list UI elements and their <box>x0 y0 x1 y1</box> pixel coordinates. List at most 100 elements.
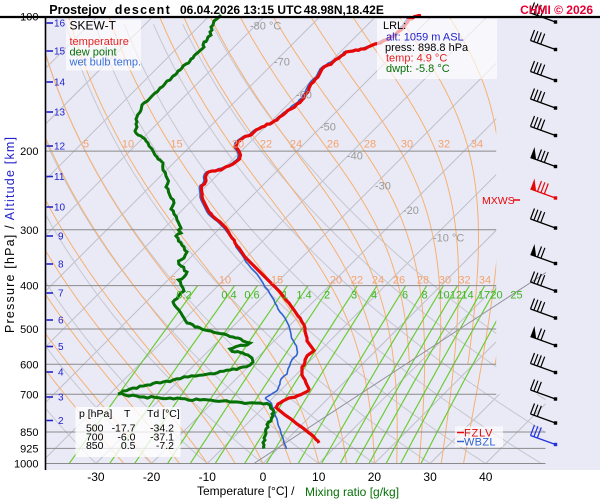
svg-text:10: 10 <box>312 470 326 484</box>
svg-text:-20: -20 <box>403 205 419 217</box>
svg-text:34: 34 <box>471 139 483 151</box>
svg-text:Td [°C]: Td [°C] <box>147 408 180 420</box>
svg-text:8: 8 <box>421 290 427 302</box>
svg-text:1.4: 1.4 <box>296 290 311 302</box>
svg-text:500: 500 <box>20 324 38 336</box>
svg-text:5: 5 <box>170 275 176 287</box>
svg-text:-10 °C: -10 °C <box>433 233 464 245</box>
svg-text:5: 5 <box>83 139 89 151</box>
svg-text:16: 16 <box>54 19 66 30</box>
svg-text:-50: -50 <box>320 122 336 134</box>
svg-text:700: 700 <box>86 431 104 443</box>
svg-text:LRL:: LRL: <box>383 20 406 32</box>
svg-text:400: 400 <box>20 281 38 293</box>
svg-text:0.4: 0.4 <box>221 290 236 302</box>
svg-text:850: 850 <box>86 440 104 452</box>
svg-text:22: 22 <box>260 139 272 151</box>
svg-text:10: 10 <box>437 290 449 302</box>
svg-text:wet bulb temp.: wet bulb temp. <box>69 57 142 69</box>
svg-text:4: 4 <box>371 290 377 302</box>
svg-text:10: 10 <box>54 203 66 214</box>
svg-text:p [hPa]: p [hPa] <box>79 408 112 420</box>
svg-text:-10: -10 <box>199 470 217 484</box>
svg-text:6: 6 <box>58 316 64 327</box>
svg-text:0.6: 0.6 <box>244 290 259 302</box>
svg-text:12: 12 <box>54 142 66 153</box>
svg-text:1: 1 <box>282 290 288 302</box>
svg-text:14: 14 <box>461 290 473 302</box>
svg-text:-40: -40 <box>347 151 363 163</box>
svg-text:0: 0 <box>260 470 267 484</box>
svg-text:SKEW-T: SKEW-T <box>70 19 117 33</box>
svg-text:CHMI © 2026: CHMI © 2026 <box>520 3 593 17</box>
svg-text:dew point: dew point <box>70 47 117 59</box>
svg-text:-20: -20 <box>143 470 161 484</box>
svg-text:-80 °C: -80 °C <box>250 21 281 33</box>
svg-text:7: 7 <box>58 289 64 300</box>
svg-text:100: 100 <box>20 12 38 24</box>
svg-text:Mixing ratio [g/kg]: Mixing ratio [g/kg] <box>305 485 399 499</box>
svg-text:FZLV: FZLV <box>464 428 493 440</box>
svg-text:-60: -60 <box>296 90 312 102</box>
svg-text:26: 26 <box>327 139 339 151</box>
svg-text:-30: -30 <box>375 181 391 193</box>
svg-text:2: 2 <box>58 416 64 427</box>
svg-text:15: 15 <box>271 275 283 287</box>
svg-text:0.5: 0.5 <box>121 440 136 452</box>
svg-text:descent: descent <box>115 3 171 17</box>
svg-text:6: 6 <box>402 290 408 302</box>
svg-text:14: 14 <box>54 78 66 89</box>
svg-text:32: 32 <box>438 139 450 151</box>
svg-text:3: 3 <box>351 290 357 302</box>
svg-text:30: 30 <box>401 139 413 151</box>
svg-text:2: 2 <box>324 290 330 302</box>
svg-text:20: 20 <box>330 275 342 287</box>
svg-text:10: 10 <box>122 139 134 151</box>
svg-text:700: 700 <box>20 389 38 401</box>
svg-text:4: 4 <box>58 368 64 379</box>
svg-text:3: 3 <box>58 393 64 404</box>
svg-text:-7.2: -7.2 <box>156 440 174 452</box>
svg-text:20: 20 <box>368 470 382 484</box>
svg-text:alt: 1059 m ASL: alt: 1059 m ASL <box>386 32 464 44</box>
svg-text:600: 600 <box>20 359 38 371</box>
svg-text:22: 22 <box>351 275 363 287</box>
svg-text:17: 17 <box>478 290 490 302</box>
svg-text:40: 40 <box>479 470 493 484</box>
svg-text:0.2: 0.2 <box>176 290 191 302</box>
svg-text:24: 24 <box>290 139 302 151</box>
svg-text:-30: -30 <box>87 470 105 484</box>
svg-text:dwpt: -5.8 °C: dwpt: -5.8 °C <box>386 63 450 75</box>
svg-text:200: 200 <box>20 146 38 158</box>
svg-text:20: 20 <box>490 290 502 302</box>
svg-text:T: T <box>124 408 131 420</box>
svg-text:-17.7: -17.7 <box>112 423 136 435</box>
svg-text:-37.1: -37.1 <box>150 431 174 443</box>
svg-text:06.04.2026 13:15 UTC: 06.04.2026 13:15 UTC <box>180 3 302 17</box>
svg-text:32: 32 <box>458 275 470 287</box>
svg-text:28: 28 <box>364 139 376 151</box>
svg-text:temperature: temperature <box>70 36 129 48</box>
svg-text:13: 13 <box>54 108 66 119</box>
svg-text:9: 9 <box>58 232 64 243</box>
svg-text:300: 300 <box>20 225 38 237</box>
svg-text:12: 12 <box>450 290 462 302</box>
svg-text:850: 850 <box>20 427 38 439</box>
svg-text:34: 34 <box>479 275 491 287</box>
svg-text:Pressure [hPa] / Altitude [km]: Pressure [hPa] / Altitude [km] <box>3 136 17 333</box>
svg-text:8: 8 <box>58 260 64 271</box>
svg-text:-6.0: -6.0 <box>117 431 135 443</box>
svg-text:1000: 1000 <box>14 459 38 471</box>
svg-text:925: 925 <box>20 443 38 455</box>
svg-text:-34.2: -34.2 <box>150 423 174 435</box>
svg-text:28: 28 <box>417 275 429 287</box>
svg-text:48.98N,18.42E: 48.98N,18.42E <box>304 3 384 17</box>
svg-text:Temperature [°C] /: Temperature [°C] / <box>197 484 295 498</box>
svg-text:temp: 4.9 °C: temp: 4.9 °C <box>386 53 447 65</box>
svg-text:500: 500 <box>86 423 104 435</box>
svg-text:25: 25 <box>510 290 522 302</box>
svg-text:26: 26 <box>393 275 405 287</box>
svg-text:11: 11 <box>54 172 65 183</box>
svg-text:10: 10 <box>219 275 231 287</box>
svg-text:-70: -70 <box>274 57 290 69</box>
